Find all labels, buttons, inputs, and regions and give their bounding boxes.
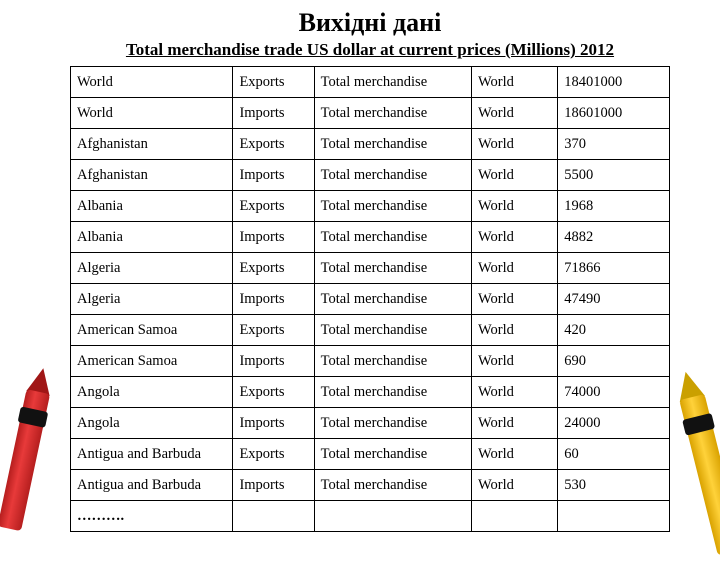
table-row: American SamoaImportsTotal merchandiseWo… [71, 346, 670, 377]
table-cell: Exports [233, 67, 314, 98]
table-cell: 18601000 [558, 98, 670, 129]
table-cell: Total merchandise [314, 377, 471, 408]
table-cell: World [472, 160, 558, 191]
table-cell: Imports [233, 160, 314, 191]
table-cell-empty [558, 501, 670, 532]
table-row-ellipsis: ………. [71, 501, 670, 532]
table-cell: Imports [233, 408, 314, 439]
table-cell: Total merchandise [314, 470, 471, 501]
table-cell: World [472, 284, 558, 315]
table-cell: Total merchandise [314, 160, 471, 191]
table-cell: 4882 [558, 222, 670, 253]
table-cell: World [472, 470, 558, 501]
table-row: WorldImportsTotal merchandiseWorld186010… [71, 98, 670, 129]
table-cell: World [472, 253, 558, 284]
table-cell: Antigua and Barbuda [71, 439, 233, 470]
table-cell: World [472, 408, 558, 439]
table-row: Antigua and BarbudaExportsTotal merchand… [71, 439, 670, 470]
table-cell: American Samoa [71, 346, 233, 377]
table-row: AfghanistanExportsTotal merchandiseWorld… [71, 129, 670, 160]
table-cell: World [472, 346, 558, 377]
table-cell: 24000 [558, 408, 670, 439]
table-cell-empty [314, 501, 471, 532]
table-row: AlgeriaImportsTotal merchandiseWorld4749… [71, 284, 670, 315]
table-cell: Imports [233, 346, 314, 377]
table-cell: 71866 [558, 253, 670, 284]
table-cell: Total merchandise [314, 191, 471, 222]
table-cell: American Samoa [71, 315, 233, 346]
table-cell: Exports [233, 191, 314, 222]
table-cell: Total merchandise [314, 129, 471, 160]
table-cell: World [71, 67, 233, 98]
table-cell: Total merchandise [314, 408, 471, 439]
table-cell: World [472, 377, 558, 408]
table-cell: Angola [71, 377, 233, 408]
table-cell: World [472, 315, 558, 346]
table-cell: 370 [558, 129, 670, 160]
ellipsis-cell: ………. [71, 501, 233, 532]
table-cell: Exports [233, 129, 314, 160]
table-cell: World [472, 98, 558, 129]
table-cell: Total merchandise [314, 439, 471, 470]
table-cell: Total merchandise [314, 67, 471, 98]
table-cell: Imports [233, 98, 314, 129]
table-cell: Imports [233, 284, 314, 315]
table-cell: 1968 [558, 191, 670, 222]
table-cell: 420 [558, 315, 670, 346]
table-cell: Exports [233, 253, 314, 284]
table-row: AngolaExportsTotal merchandiseWorld74000 [71, 377, 670, 408]
table-cell: Total merchandise [314, 222, 471, 253]
table-cell: World [472, 191, 558, 222]
table-cell: Exports [233, 439, 314, 470]
table-row: Antigua and BarbudaImportsTotal merchand… [71, 470, 670, 501]
table-cell-empty [472, 501, 558, 532]
table-cell: World [71, 98, 233, 129]
table-cell: Algeria [71, 284, 233, 315]
table-cell: 60 [558, 439, 670, 470]
table-cell: World [472, 67, 558, 98]
table-row: AlbaniaExportsTotal merchandiseWorld1968 [71, 191, 670, 222]
table-cell: Albania [71, 191, 233, 222]
table-cell: Total merchandise [314, 346, 471, 377]
table-cell: Total merchandise [314, 98, 471, 129]
table-cell: World [472, 129, 558, 160]
table-cell: 530 [558, 470, 670, 501]
table-cell: Imports [233, 470, 314, 501]
table-cell: Antigua and Barbuda [71, 470, 233, 501]
crayon-red-icon [0, 345, 78, 536]
table-row: AngolaImportsTotal merchandiseWorld24000 [71, 408, 670, 439]
table-cell: 5500 [558, 160, 670, 191]
table-cell: Afghanistan [71, 160, 233, 191]
table-cell: 18401000 [558, 67, 670, 98]
table-row: WorldExportsTotal merchandiseWorld184010… [71, 67, 670, 98]
table-cell: World [472, 439, 558, 470]
table-cell: Total merchandise [314, 315, 471, 346]
table-cell: Albania [71, 222, 233, 253]
table-cell: Exports [233, 315, 314, 346]
table-cell-empty [233, 501, 314, 532]
table-cell: Total merchandise [314, 284, 471, 315]
table-cell: Angola [71, 408, 233, 439]
table-row: AlbaniaImportsTotal merchandiseWorld4882 [71, 222, 670, 253]
table-cell: World [472, 222, 558, 253]
slide-page: Вихідні дані Total merchandise trade US … [0, 0, 720, 540]
table-cell: Total merchandise [314, 253, 471, 284]
table-row: American SamoaExportsTotal merchandiseWo… [71, 315, 670, 346]
table-cell: Exports [233, 377, 314, 408]
page-subtitle: Total merchandise trade US dollar at cur… [60, 40, 680, 60]
table-row: AlgeriaExportsTotal merchandiseWorld7186… [71, 253, 670, 284]
data-table: WorldExportsTotal merchandiseWorld184010… [70, 66, 670, 532]
table-cell: Algeria [71, 253, 233, 284]
table-row: AfghanistanImportsTotal merchandiseWorld… [71, 160, 670, 191]
table-cell: Afghanistan [71, 129, 233, 160]
page-title: Вихідні дані [60, 8, 680, 38]
table-cell: Imports [233, 222, 314, 253]
table-cell: 47490 [558, 284, 670, 315]
